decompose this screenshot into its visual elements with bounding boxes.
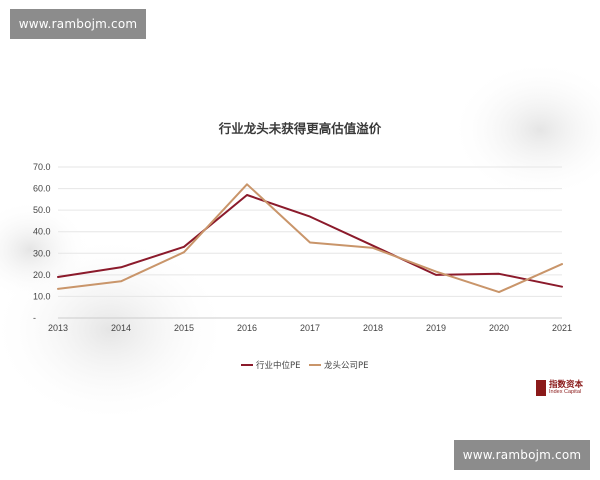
x-tick-label: 2015 (174, 323, 194, 333)
x-tick-label: 2020 (489, 323, 509, 333)
legend-label: 行业中位PE (256, 360, 301, 371)
index-capital-logo: 指数资本 Index Capital (536, 378, 596, 400)
data-point (561, 286, 563, 288)
y-tick-label: 60.0 (33, 184, 51, 194)
x-tick-label: 2017 (300, 323, 320, 333)
logo-en-text: Index Capital (549, 389, 582, 395)
data-point (309, 216, 311, 218)
data-point (435, 274, 437, 276)
y-tick-label: 20.0 (33, 270, 51, 280)
logo-mark-icon (536, 380, 546, 396)
data-point (183, 246, 185, 248)
data-point (561, 263, 563, 265)
x-tick-label: 2019 (426, 323, 446, 333)
y-tick-label: 10.0 (33, 291, 51, 301)
data-point (498, 291, 500, 293)
y-tick-label: 40.0 (33, 227, 51, 237)
y-tick-label: - (33, 313, 36, 323)
y-tick-label: 50.0 (33, 205, 51, 215)
data-point (183, 251, 185, 253)
data-point (372, 247, 374, 249)
data-point (120, 266, 122, 268)
x-tick-label: 2013 (48, 323, 68, 333)
logo-cn-text: 指数资本 (549, 380, 584, 390)
x-tick-label: 2014 (111, 323, 131, 333)
data-point (57, 276, 59, 278)
data-point (498, 273, 500, 275)
watermark-top: www.rambojm.com (10, 9, 146, 39)
series-line-1 (57, 194, 563, 288)
data-point (309, 242, 311, 244)
y-tick-label: 70.0 (33, 162, 51, 172)
x-tick-label: 2021 (552, 323, 572, 333)
chart-title: 行业龙头未获得更高估值溢价 (218, 121, 382, 136)
y-tick-label: 30.0 (33, 248, 51, 258)
data-point (435, 271, 437, 273)
data-point (57, 288, 59, 290)
x-tick-label: 2018 (363, 323, 383, 333)
series-line-2 (57, 183, 563, 294)
data-point (246, 194, 248, 196)
data-point (120, 280, 122, 282)
data-point (372, 245, 374, 247)
watermark-bottom: www.rambojm.com (454, 440, 590, 470)
legend-label: 龙头公司PE (324, 360, 369, 371)
x-tick-label: 2016 (237, 323, 257, 333)
data-point (246, 183, 248, 185)
